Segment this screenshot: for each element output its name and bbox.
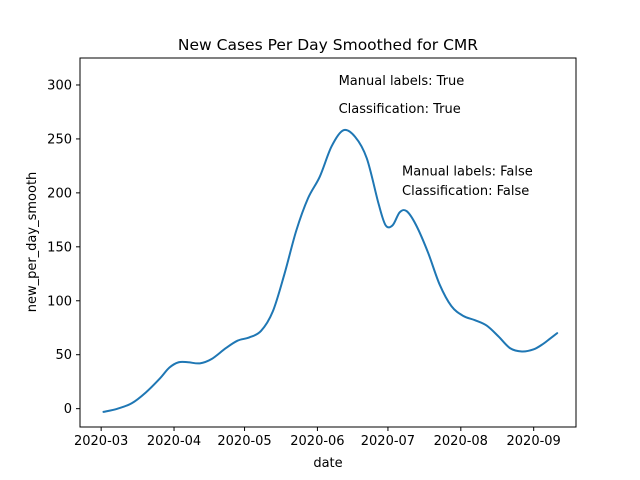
x-tick-label: 2020-06 [290, 434, 344, 449]
x-tick-label: 2020-03 [74, 434, 128, 449]
annotation-text: Classification: False [402, 184, 529, 199]
y-tick-label: 0 [64, 402, 72, 417]
y-axis: 0 50 100 150 200 250 300 [47, 78, 80, 417]
y-tick-label: 250 [47, 132, 72, 147]
plot-frame [79, 57, 577, 428]
chart-title: New Cases Per Day Smoothed for CMR [178, 36, 478, 54]
x-tick-label: 2020-05 [217, 434, 271, 449]
annotation-text: Manual labels: True [339, 74, 465, 89]
x-axis-label: date [313, 456, 342, 471]
annotation-text: Classification: True [339, 102, 461, 117]
y-tick-label: 100 [47, 294, 72, 309]
annotation-text: Manual labels: False [402, 165, 533, 180]
x-axis: 2020-03 2020-04 2020-05 2020-06 2020-07 2020-… [74, 427, 561, 449]
y-tick-label: 300 [47, 78, 72, 93]
x-tick-label: 2020-04 [147, 434, 201, 449]
plot-area [79, 57, 577, 428]
series-line-new-per-day-smooth [102, 128, 559, 413]
y-tick-label: 50 [55, 348, 72, 363]
x-tick-label: 2020-09 [507, 434, 561, 449]
x-tick-label: 2020-07 [361, 434, 415, 449]
y-axis-label: new_per_day_smooth [25, 172, 40, 313]
x-tick-label: 2020-08 [434, 434, 488, 449]
annotations: Manual labels: True Classification: True M… [339, 74, 533, 199]
y-tick-label: 200 [47, 186, 72, 201]
y-tick-label: 150 [47, 240, 72, 255]
